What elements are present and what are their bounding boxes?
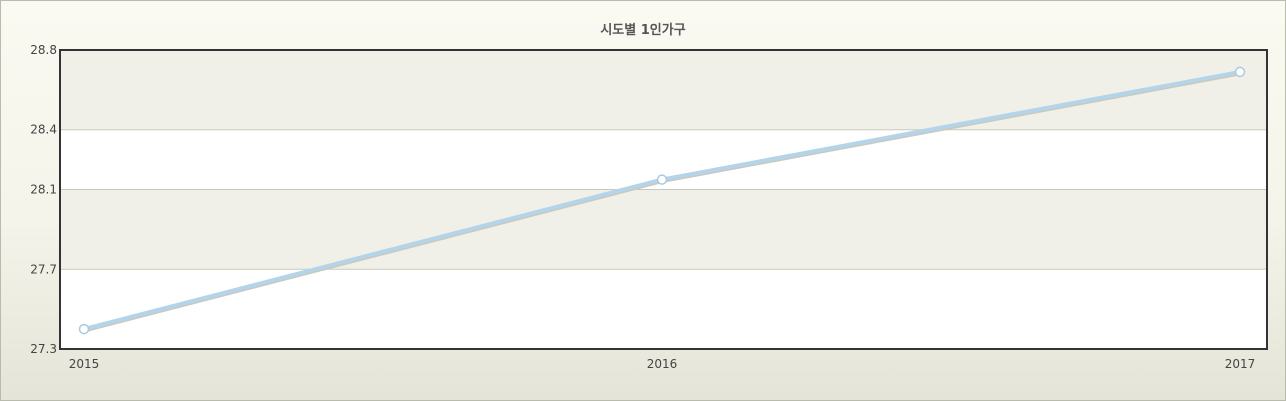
plot-border [59,49,1268,350]
chart-title: 시도별 1인가구 [600,23,686,38]
data-point [656,174,668,185]
series-layer [78,66,1246,335]
y-tick-label: 28.8 [30,43,57,57]
y-tick-label: 28.1 [30,183,57,197]
data-point [78,323,90,335]
x-axis-ticks: 2015 2016 2017 [69,357,1256,371]
y-tick-label: 27.3 [30,342,57,356]
y-tick-label: 28.4 [30,123,57,137]
x-tick-label: 2015 [69,357,100,371]
x-tick-label: 2017 [1225,357,1256,371]
y-axis-ticks: 27.3 27.7 28.1 28.4 28.8 [30,43,57,356]
plot-band [60,269,1267,349]
data-point [1234,66,1246,78]
plot-band [60,50,1267,130]
plot-bands [60,50,1267,349]
y-tick-label: 27.7 [30,262,57,276]
x-tick-label: 2016 [647,357,678,371]
grid-lines [60,129,1267,270]
plot-band [60,189,1267,270]
